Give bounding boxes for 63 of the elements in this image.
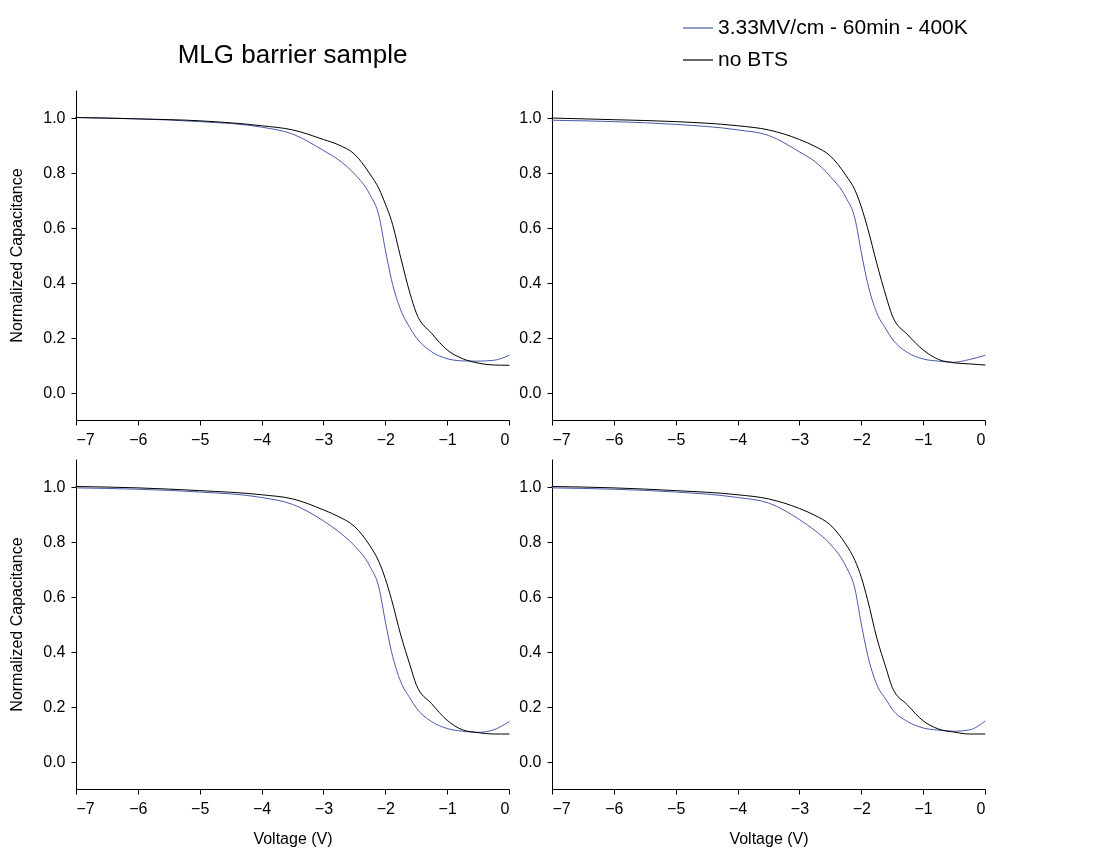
y-tick-label: 1.0	[519, 478, 542, 495]
y-tick-label: 0.8	[43, 164, 66, 181]
x-tick-label: −6	[605, 799, 624, 817]
y-tick-label: 0.6	[43, 219, 66, 236]
y-tick-label: 1.0	[43, 109, 66, 126]
x-tick-label: −2	[376, 430, 395, 448]
x-tick-label: −2	[376, 799, 395, 817]
y-tick-label: 0.8	[43, 533, 66, 550]
y-tick-label: 0.8	[519, 533, 542, 550]
y-tick-label: 1.0	[519, 109, 542, 126]
x-tick-label: −2	[852, 430, 871, 448]
y-tick-label: 0.8	[519, 164, 542, 181]
y-tick-label: 0.2	[519, 698, 542, 715]
x-tick-label: 0	[976, 430, 986, 448]
y-tick-label: 0.0	[519, 753, 542, 770]
x-tick-label: −1	[914, 430, 933, 448]
x-tick-label: 0	[500, 430, 510, 448]
x-tick-label: −4	[252, 430, 272, 448]
x-tick-label: −1	[438, 799, 457, 817]
x-tick-label: −4	[728, 799, 748, 817]
x-tick-label: −3	[314, 430, 334, 448]
y-tick-label: 0.6	[519, 219, 542, 236]
x-tick-label: −5	[191, 430, 210, 448]
legend-label: no BTS	[718, 47, 789, 70]
x-tick-label: −6	[129, 799, 148, 817]
legend-label: 3.33MV/cm - 60min - 400K	[718, 15, 968, 38]
x-tick-label: −4	[728, 430, 748, 448]
x-tick-label: −3	[790, 799, 810, 817]
chart-title: MLG barrier sample	[177, 39, 408, 69]
x-tick-label: 0	[976, 799, 986, 817]
x-tick-label: −6	[605, 430, 624, 448]
x-tick-label: −5	[667, 430, 686, 448]
x-tick-label: 0	[500, 799, 510, 817]
x-axis-title: Voltage (V)	[253, 829, 333, 847]
x-tick-label: −7	[552, 430, 571, 448]
x-tick-label: −7	[76, 430, 95, 448]
y-axis-title: Normalized Capacitance	[8, 537, 26, 712]
y-tick-label: 0.6	[519, 588, 542, 605]
x-axis-title: Voltage (V)	[729, 829, 809, 847]
x-tick-label: −7	[552, 799, 571, 817]
x-tick-label: −4	[252, 799, 272, 817]
x-tick-label: −1	[438, 430, 457, 448]
y-tick-label: 0.2	[43, 329, 66, 346]
x-tick-label: −2	[852, 799, 871, 817]
y-tick-label: 0.4	[519, 274, 542, 291]
y-tick-label: 0.2	[43, 698, 66, 715]
y-tick-label: 0.4	[43, 643, 66, 660]
y-tick-label: 0.2	[519, 329, 542, 346]
x-tick-label: −5	[667, 799, 686, 817]
x-tick-label: −7	[76, 799, 95, 817]
y-tick-label: 1.0	[43, 478, 66, 495]
x-tick-label: −3	[314, 799, 334, 817]
x-tick-label: −6	[129, 430, 148, 448]
y-tick-label: 0.0	[519, 384, 542, 401]
y-tick-label: 0.6	[43, 588, 66, 605]
x-tick-label: −1	[914, 799, 933, 817]
x-tick-label: −5	[191, 799, 210, 817]
y-tick-label: 0.0	[43, 753, 66, 770]
x-tick-label: −3	[790, 430, 810, 448]
y-tick-label: 0.4	[43, 274, 66, 291]
y-tick-label: 0.0	[43, 384, 66, 401]
y-axis-title: Normalized Capacitance	[8, 168, 26, 343]
y-tick-label: 0.4	[519, 643, 542, 660]
